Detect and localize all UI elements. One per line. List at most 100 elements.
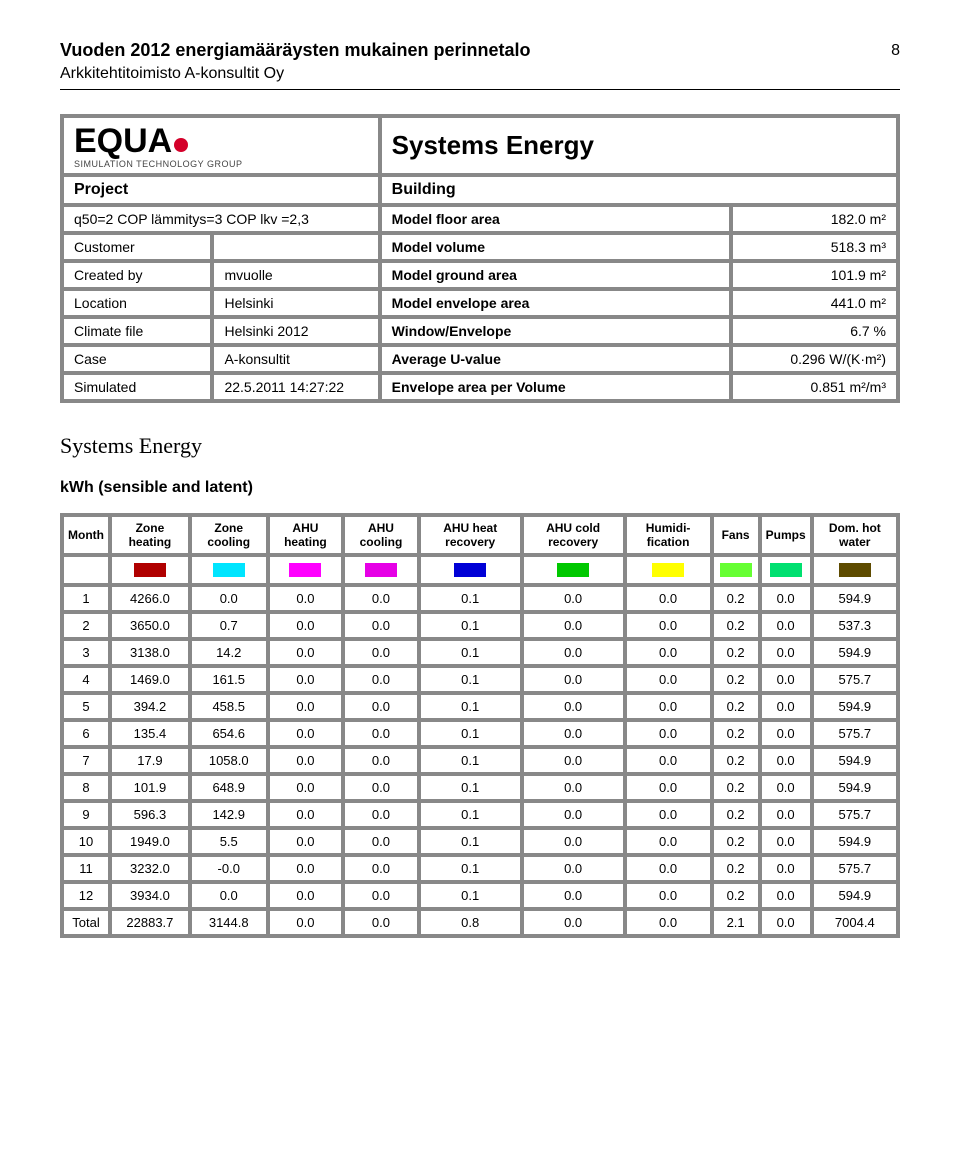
table-cell: 5.5 xyxy=(190,828,268,855)
table-cell: 0.0 xyxy=(625,747,712,774)
table-cell: 3138.0 xyxy=(110,639,190,666)
table-cell: 0.0 xyxy=(522,585,625,612)
table-cell: 0.0 xyxy=(268,909,344,936)
table-cell: 7004.4 xyxy=(812,909,898,936)
table-cell: 12 xyxy=(62,882,110,909)
table-row: 6135.4654.60.00.00.10.00.00.20.0575.7 xyxy=(62,720,898,747)
table-cell: 0.1 xyxy=(419,801,522,828)
table-cell: 8 xyxy=(62,774,110,801)
meta-rvalue: 182.0 m² xyxy=(731,205,898,233)
table-cell: 0.0 xyxy=(268,747,344,774)
table-cell: 6 xyxy=(62,720,110,747)
table-cell: 9 xyxy=(62,801,110,828)
table-row: 14266.00.00.00.00.10.00.00.20.0594.9 xyxy=(62,585,898,612)
table-cell: 0.2 xyxy=(712,720,760,747)
swatch-cell xyxy=(522,555,625,585)
table-cell: 594.9 xyxy=(812,882,898,909)
doc-title: Vuoden 2012 energiamääräysten mukainen p… xyxy=(60,40,531,61)
table-cell: 0.1 xyxy=(419,882,522,909)
table-cell: 0.0 xyxy=(760,585,812,612)
table-cell: 0.0 xyxy=(268,720,344,747)
swatch-cell xyxy=(419,555,522,585)
table-cell: 0.0 xyxy=(343,774,419,801)
swatch-cell xyxy=(625,555,712,585)
column-header: Humidi-fication xyxy=(625,515,712,555)
table-cell: 0.2 xyxy=(712,666,760,693)
column-header: AHU heating xyxy=(268,515,344,555)
table-cell: Total xyxy=(62,909,110,936)
meta-rlabel: Envelope area per Volume xyxy=(380,373,731,401)
color-swatch xyxy=(652,563,684,577)
meta-rlabel: Window/Envelope xyxy=(380,317,731,345)
table-cell: 0.0 xyxy=(625,585,712,612)
table-cell: 0.0 xyxy=(268,855,344,882)
meta-label: Location xyxy=(62,289,212,317)
table-cell: 0.0 xyxy=(625,828,712,855)
table-cell: 0.0 xyxy=(268,693,344,720)
meta-table: EQUA SIMULATION TECHNOLOGY GROUP Systems… xyxy=(60,114,900,403)
table-cell: 458.5 xyxy=(190,693,268,720)
table-cell: 0.0 xyxy=(522,720,625,747)
table-cell: 0.0 xyxy=(522,828,625,855)
table-cell: 1469.0 xyxy=(110,666,190,693)
table-cell: 0.0 xyxy=(343,720,419,747)
column-header: AHU heat recovery xyxy=(419,515,522,555)
column-header: Dom. hot water xyxy=(812,515,898,555)
table-row: 101949.05.50.00.00.10.00.00.20.0594.9 xyxy=(62,828,898,855)
color-swatch xyxy=(365,563,397,577)
table-header-row: MonthZone heatingZone coolingAHU heating… xyxy=(62,515,898,555)
meta-label: q50=2 COP lämmitys=3 COP lkv =2,3 xyxy=(62,205,380,233)
column-header: Zone cooling xyxy=(190,515,268,555)
meta-value: mvuolle xyxy=(212,261,379,289)
table-cell: 101.9 xyxy=(110,774,190,801)
meta-label: Simulated xyxy=(62,373,212,401)
table-cell: 0.0 xyxy=(760,693,812,720)
table-cell: 11 xyxy=(62,855,110,882)
table-cell: 0.0 xyxy=(625,801,712,828)
data-table: MonthZone heatingZone coolingAHU heating… xyxy=(60,513,900,938)
table-cell: 594.9 xyxy=(812,747,898,774)
table-row: 8101.9648.90.00.00.10.00.00.20.0594.9 xyxy=(62,774,898,801)
table-cell: 0.1 xyxy=(419,693,522,720)
table-cell: 0.0 xyxy=(343,801,419,828)
meta-label: Created by xyxy=(62,261,212,289)
meta-label: Customer xyxy=(62,233,212,261)
table-cell: 14.2 xyxy=(190,639,268,666)
swatch-cell xyxy=(110,555,190,585)
table-cell: 0.0 xyxy=(522,693,625,720)
table-cell: 0.2 xyxy=(712,828,760,855)
meta-rlabel: Model ground area xyxy=(380,261,731,289)
table-cell: 0.1 xyxy=(419,639,522,666)
swatch-cell xyxy=(712,555,760,585)
table-cell: 0.0 xyxy=(522,801,625,828)
divider xyxy=(60,89,900,90)
table-cell: 0.0 xyxy=(625,666,712,693)
table-cell: 594.9 xyxy=(812,585,898,612)
meta-rvalue: 441.0 m² xyxy=(731,289,898,317)
table-cell: 0.0 xyxy=(522,882,625,909)
table-cell: 594.9 xyxy=(812,639,898,666)
table-cell: 0.7 xyxy=(190,612,268,639)
table-cell: 1058.0 xyxy=(190,747,268,774)
table-cell: 0.0 xyxy=(343,747,419,774)
logo-text: EQUA xyxy=(74,122,172,160)
table-cell: 0.0 xyxy=(268,882,344,909)
table-cell: 2 xyxy=(62,612,110,639)
table-cell: 0.0 xyxy=(625,774,712,801)
table-cell: 0.0 xyxy=(760,747,812,774)
meta-rlabel: Model floor area xyxy=(380,205,731,233)
table-row: 23650.00.70.00.00.10.00.00.20.0537.3 xyxy=(62,612,898,639)
table-cell: 0.0 xyxy=(760,882,812,909)
meta-value: 22.5.2011 14:27:22 xyxy=(212,373,379,401)
table-cell: 4 xyxy=(62,666,110,693)
table-row: Total22883.73144.80.00.00.80.00.02.10.07… xyxy=(62,909,898,936)
table-cell: 0.0 xyxy=(760,666,812,693)
table-cell: 2.1 xyxy=(712,909,760,936)
table-cell: 594.9 xyxy=(812,774,898,801)
table-cell: 575.7 xyxy=(812,720,898,747)
column-header: Month xyxy=(62,515,110,555)
table-cell: 575.7 xyxy=(812,666,898,693)
color-swatch xyxy=(839,563,871,577)
table-cell: 0.2 xyxy=(712,747,760,774)
table-cell: 0.0 xyxy=(625,909,712,936)
